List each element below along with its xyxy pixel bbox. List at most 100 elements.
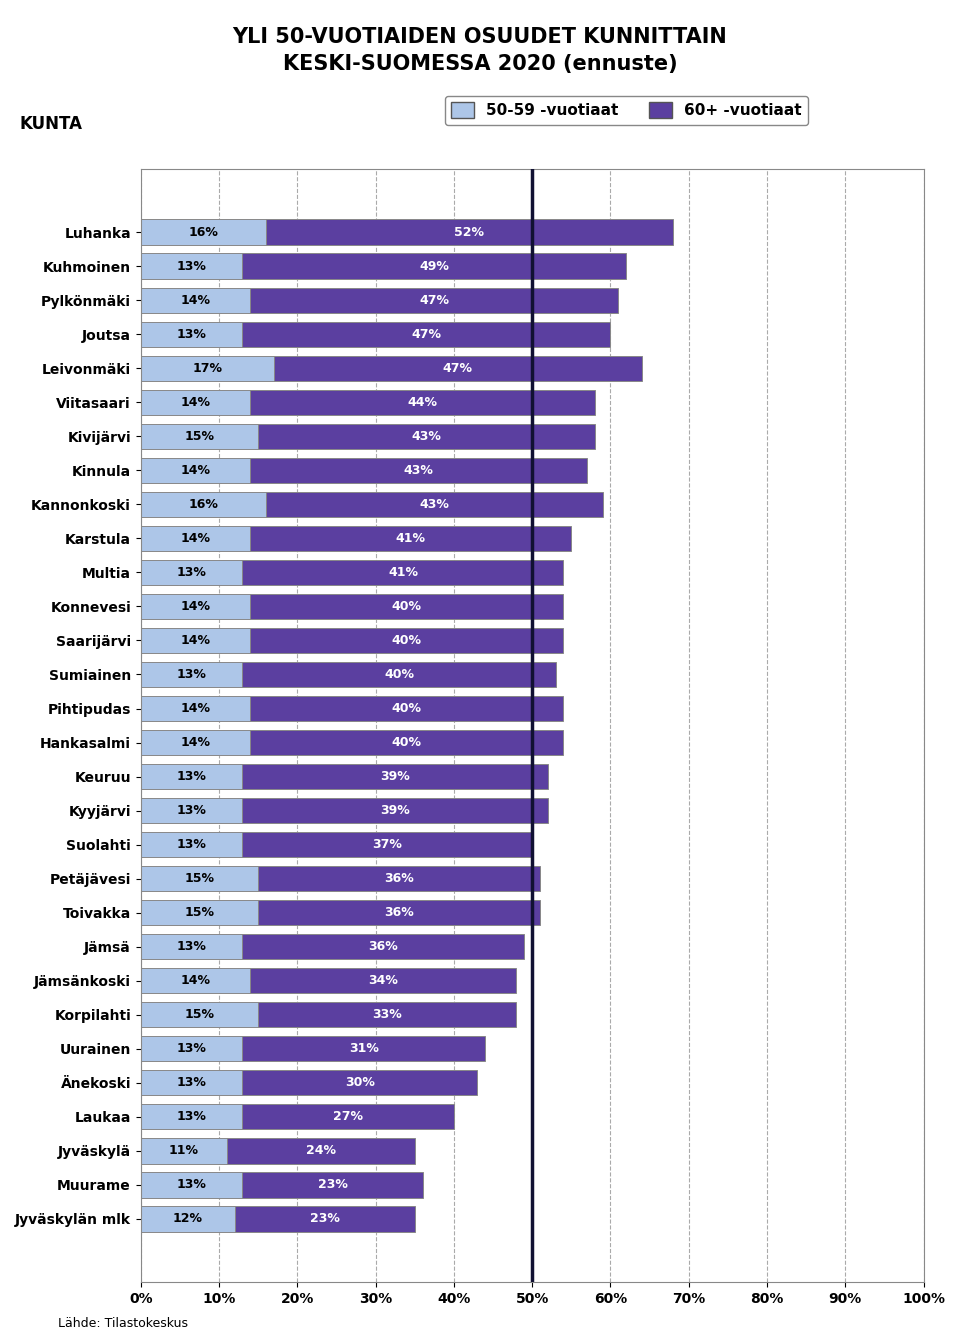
Bar <box>251 390 595 416</box>
Text: 15%: 15% <box>184 1008 214 1022</box>
Text: 40%: 40% <box>392 701 421 715</box>
Bar <box>141 424 258 449</box>
Bar <box>141 594 251 620</box>
Text: 15%: 15% <box>184 872 214 885</box>
Text: Lähde: Tilastokeskus: Lähde: Tilastokeskus <box>58 1317 187 1330</box>
Text: 13%: 13% <box>177 805 206 817</box>
Text: YLI 50-VUOTIAIDEN OSUUDET KUNNITTAIN: YLI 50-VUOTIAIDEN OSUUDET KUNNITTAIN <box>232 27 728 47</box>
Text: 23%: 23% <box>318 1179 348 1191</box>
Text: 13%: 13% <box>177 770 206 783</box>
Text: 37%: 37% <box>372 838 402 852</box>
Bar <box>141 661 243 687</box>
Text: 13%: 13% <box>177 838 206 852</box>
Bar <box>141 1070 243 1096</box>
Bar <box>243 831 532 857</box>
Text: 43%: 43% <box>420 498 449 511</box>
Bar <box>258 424 595 449</box>
Text: 33%: 33% <box>372 1008 402 1022</box>
Text: 13%: 13% <box>177 668 206 681</box>
Bar <box>258 866 540 892</box>
Text: 47%: 47% <box>443 362 472 375</box>
Text: 13%: 13% <box>177 1110 206 1124</box>
Text: 27%: 27% <box>333 1110 363 1124</box>
Text: 13%: 13% <box>177 1179 206 1191</box>
Text: 34%: 34% <box>369 974 398 987</box>
Bar <box>141 457 251 483</box>
Legend: 50-59 -vuotiaat, 60+ -vuotiaat: 50-59 -vuotiaat, 60+ -vuotiaat <box>444 97 807 125</box>
Text: 40%: 40% <box>392 599 421 613</box>
Text: 14%: 14% <box>180 532 210 544</box>
Text: 36%: 36% <box>369 940 398 953</box>
Text: 47%: 47% <box>420 294 449 307</box>
Text: 16%: 16% <box>188 225 218 239</box>
Text: 17%: 17% <box>192 362 223 375</box>
Bar <box>243 253 626 279</box>
Bar <box>141 322 243 347</box>
Text: 14%: 14% <box>180 634 210 646</box>
Bar <box>251 628 564 653</box>
Bar <box>141 764 243 790</box>
Text: 52%: 52% <box>454 225 485 239</box>
Bar <box>141 390 251 416</box>
Bar <box>141 798 243 823</box>
Text: 13%: 13% <box>177 566 206 579</box>
Text: 15%: 15% <box>184 907 214 919</box>
Bar <box>141 730 251 755</box>
Text: 30%: 30% <box>345 1077 374 1089</box>
Bar <box>141 220 266 245</box>
Text: 36%: 36% <box>384 907 414 919</box>
Bar <box>251 696 564 721</box>
Bar <box>141 559 243 585</box>
Text: 31%: 31% <box>348 1042 379 1055</box>
Text: 13%: 13% <box>177 1077 206 1089</box>
Text: 16%: 16% <box>188 498 218 511</box>
Bar <box>141 1002 258 1027</box>
Bar <box>141 492 266 518</box>
Text: 14%: 14% <box>180 294 210 307</box>
Text: 41%: 41% <box>388 566 418 579</box>
Text: 24%: 24% <box>306 1144 336 1157</box>
Bar <box>251 287 618 312</box>
Text: KUNTA: KUNTA <box>19 115 83 133</box>
Text: 11%: 11% <box>169 1144 199 1157</box>
Text: 13%: 13% <box>177 1042 206 1055</box>
Text: 40%: 40% <box>392 736 421 750</box>
Bar <box>258 1002 516 1027</box>
Text: 39%: 39% <box>380 805 410 817</box>
Bar <box>251 526 571 551</box>
Bar <box>251 968 516 994</box>
Text: 44%: 44% <box>408 396 438 409</box>
Text: 36%: 36% <box>384 872 414 885</box>
Text: 23%: 23% <box>310 1212 340 1226</box>
Text: 47%: 47% <box>412 327 442 341</box>
Bar <box>141 526 251 551</box>
Text: 12%: 12% <box>173 1212 203 1226</box>
Bar <box>251 457 587 483</box>
Text: 14%: 14% <box>180 464 210 477</box>
Bar <box>141 866 258 892</box>
Bar <box>141 1104 243 1129</box>
Bar <box>141 1139 227 1164</box>
Text: 40%: 40% <box>392 634 421 646</box>
Text: 15%: 15% <box>184 430 214 443</box>
Bar <box>243 933 524 959</box>
Bar <box>243 1037 485 1062</box>
Text: 43%: 43% <box>412 430 442 443</box>
Bar <box>243 1104 454 1129</box>
Bar <box>141 1172 243 1198</box>
Text: 13%: 13% <box>177 260 206 272</box>
Text: 13%: 13% <box>177 940 206 953</box>
Text: 14%: 14% <box>180 736 210 750</box>
Bar <box>274 355 641 381</box>
Bar <box>234 1206 415 1231</box>
Bar <box>141 831 243 857</box>
Bar <box>227 1139 415 1164</box>
Bar <box>141 900 258 925</box>
Text: 43%: 43% <box>403 464 434 477</box>
Bar <box>243 798 548 823</box>
Bar <box>251 594 564 620</box>
Bar <box>141 696 251 721</box>
Text: 39%: 39% <box>380 770 410 783</box>
Bar <box>243 661 556 687</box>
Bar <box>266 220 673 245</box>
